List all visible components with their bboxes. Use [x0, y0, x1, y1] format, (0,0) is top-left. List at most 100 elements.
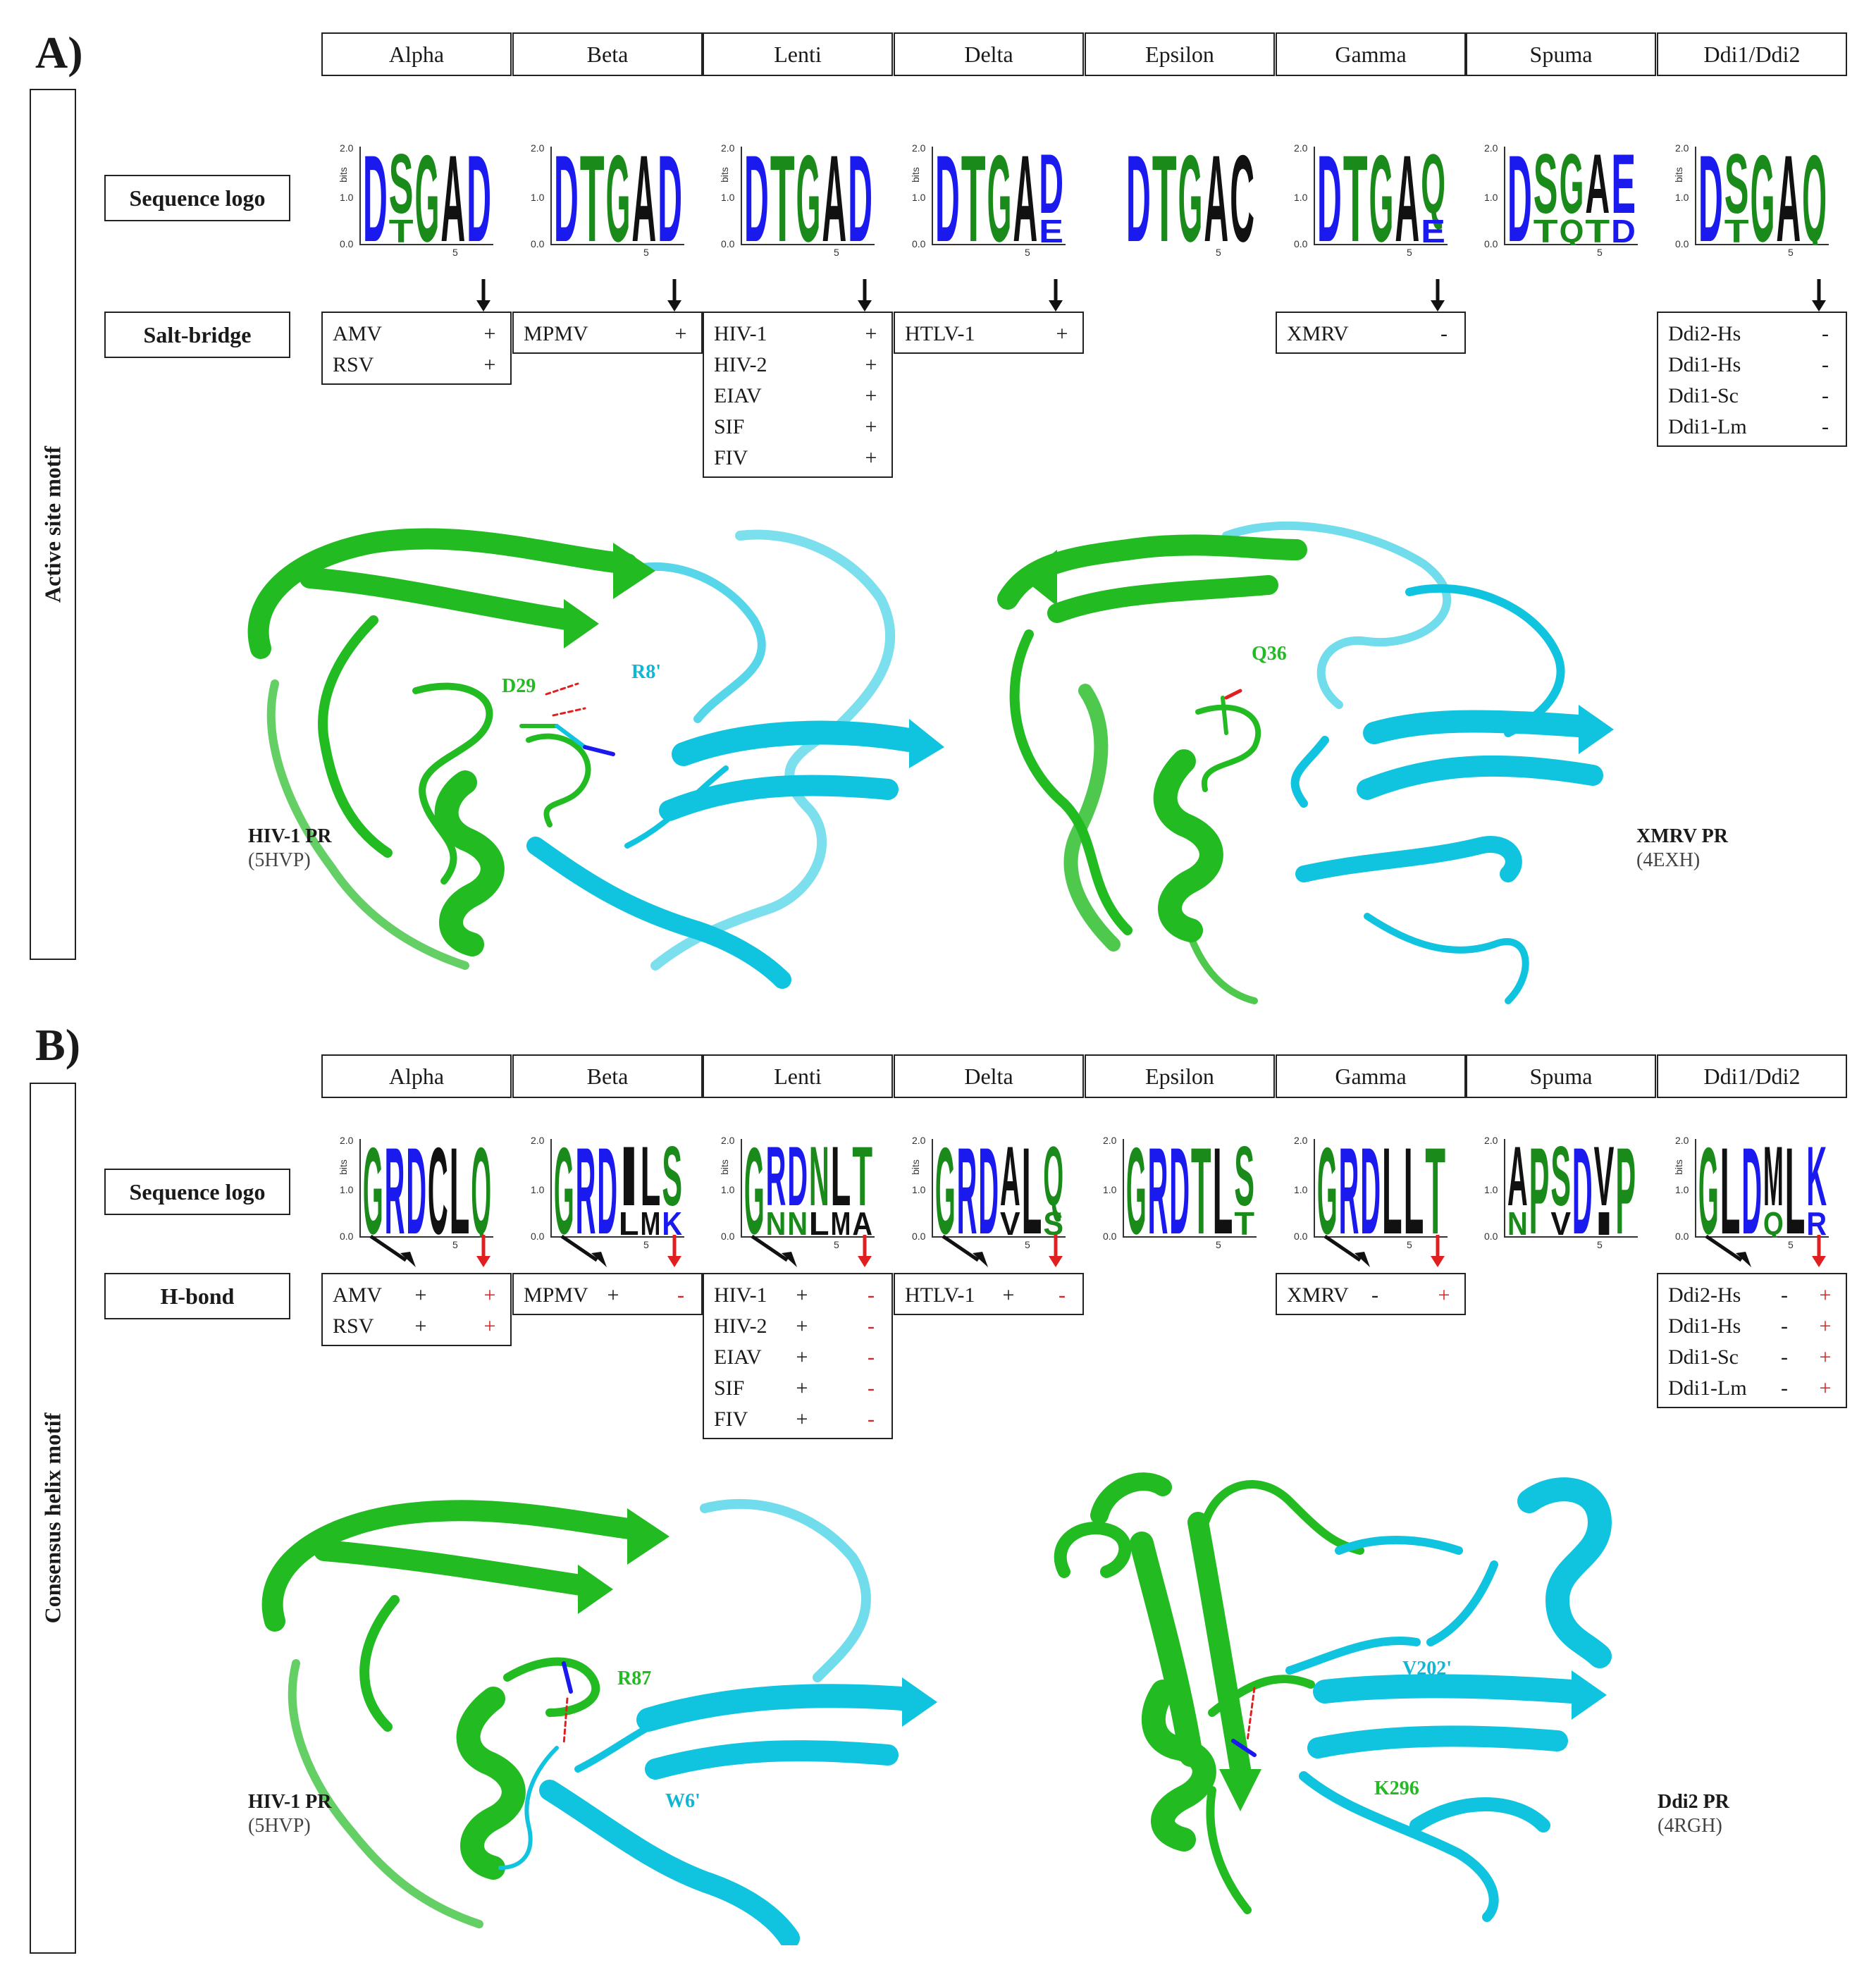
logo-letter: T: [1191, 1135, 1211, 1238]
interaction-sign: +: [865, 446, 877, 469]
sequence-logo: 2.0 1.0 0.0 5 D T G A Q E: [1288, 127, 1455, 261]
logo-letter: G: [1560, 142, 1584, 231]
logo-letter: L: [1213, 1135, 1233, 1238]
logo-letter: D: [978, 1135, 999, 1238]
virus-name: SIF: [714, 1376, 745, 1400]
logo-letter: L: [450, 1135, 470, 1238]
sequence-logo: 2.0 1.0 0.0 5 bits D T G A D E: [906, 127, 1073, 261]
logo-letter: T: [389, 213, 414, 245]
interaction-sign: +: [607, 1283, 619, 1307]
logo-letter: A: [1013, 142, 1037, 245]
logo-letter: G: [987, 142, 1012, 245]
virus-name: HTLV-1: [905, 1283, 975, 1307]
logo-letter: G: [1369, 142, 1394, 245]
table-row: EIAV + -: [714, 1342, 882, 1373]
logo-letter: D: [744, 142, 769, 245]
ddi2-pr-structure: [1054, 1472, 1612, 1922]
virus-name: XMRV: [1287, 1283, 1349, 1307]
table-row: SIF +: [714, 412, 882, 443]
table-row: FIV +: [714, 443, 882, 474]
sequence-logo: 2.0 1.0 0.0 5 bits G R N D N N L L M T A: [715, 1119, 882, 1253]
interaction-sign-second: -: [1059, 1283, 1066, 1307]
logo-letter: S: [662, 1135, 682, 1224]
logo-letter: S: [1724, 142, 1749, 231]
logo-letter: T: [1724, 213, 1749, 245]
family-header: Delta: [894, 1054, 1084, 1098]
logo-letter: Q: [1043, 1135, 1063, 1224]
family-header: Beta: [512, 32, 703, 76]
logo-letter: D: [554, 142, 579, 245]
logo-letter: A: [1395, 142, 1419, 245]
logo-letter: P: [1529, 1135, 1550, 1238]
virus-name: AMV: [333, 322, 383, 345]
table-row: Ddi1-Sc - +: [1668, 1342, 1836, 1373]
logo-letter: N: [809, 1135, 829, 1224]
family-header: Alpha: [321, 1054, 512, 1098]
interaction-sign: +: [1056, 322, 1068, 345]
logo-letter: A: [852, 1205, 872, 1238]
interaction-sign: -: [1822, 322, 1829, 345]
family-header: Lenti: [703, 1054, 893, 1098]
family-header: Epsilon: [1085, 32, 1275, 76]
family-header: Alpha: [321, 32, 512, 76]
logo-letter: C: [1230, 142, 1254, 245]
logo-letter: M: [831, 1205, 851, 1238]
hiv1-pr-structure-b: [261, 1498, 937, 1945]
interaction-sign: -: [1781, 1376, 1788, 1400]
virus-name: Ddi1-Hs: [1668, 353, 1741, 376]
interaction-table: MPMV + -: [512, 1273, 703, 1315]
logo-letter: G: [1178, 142, 1203, 245]
family-header: Spuma: [1466, 1054, 1656, 1098]
table-row: Ddi1-Lm -: [1668, 412, 1836, 443]
logo-letter: A: [1000, 1135, 1020, 1224]
logo-letter: T: [770, 142, 795, 245]
interaction-sign: -: [1781, 1314, 1788, 1338]
table-row: Ddi1-Sc -: [1668, 381, 1836, 412]
logo-letter: Q: [1560, 213, 1584, 245]
interaction-table: HIV-1 + HIV-2 + EIAV + SIF + FIV +: [703, 312, 893, 478]
logo-letter: G: [1751, 142, 1775, 245]
logo-letter: G: [554, 1135, 574, 1238]
interaction-sign: +: [796, 1314, 808, 1338]
logo-letter: G: [1317, 1135, 1338, 1238]
interaction-arrow: [1431, 279, 1445, 312]
family-header: Epsilon: [1085, 1054, 1275, 1098]
logo-letter: I: [619, 1135, 639, 1224]
logo-letter: I: [1594, 1205, 1615, 1238]
interaction-sign: +: [796, 1376, 808, 1400]
logo-letter: L: [619, 1205, 639, 1238]
interaction-sign-second: -: [868, 1314, 875, 1338]
interaction-table: HIV-1 + - HIV-2 + - EIAV + - SIF + - FIV + -: [703, 1273, 893, 1439]
sequence-logo: 2.0 1.0 0.0 5 bits G R D A V L Q S: [906, 1119, 1073, 1253]
interaction-arrow: [1049, 279, 1063, 312]
logo-letter: L: [1404, 1135, 1424, 1238]
virus-name: AMV: [333, 1283, 383, 1307]
virus-name: Ddi2-Hs: [1668, 322, 1741, 345]
logo-letter: K: [1806, 1135, 1827, 1224]
table-row: XMRV - +: [1287, 1280, 1455, 1311]
interaction-table: MPMV +: [512, 312, 703, 354]
interaction-sign: +: [865, 415, 877, 438]
logo-letter: S: [1043, 1205, 1063, 1238]
logo-letter: N: [787, 1205, 808, 1238]
virus-name: HIV-1: [714, 1283, 767, 1307]
family-header: Lenti: [703, 32, 893, 76]
logo-letter: G: [415, 142, 440, 245]
panel-b-sequence-logo-label: Sequence logo: [104, 1169, 290, 1215]
virus-name: MPMV: [524, 322, 588, 345]
interaction-sign: +: [796, 1345, 808, 1369]
virus-name: Ddi1-Lm: [1668, 415, 1747, 438]
table-row: RSV +: [333, 350, 500, 381]
virus-name: EIAV: [714, 1345, 762, 1369]
family-header: Ddi1/Ddi2: [1657, 1054, 1847, 1098]
interaction-sign-second: +: [1819, 1314, 1832, 1338]
virus-name: HTLV-1: [905, 322, 975, 345]
interaction-sign: +: [414, 1283, 427, 1307]
interaction-sign: +: [865, 384, 877, 407]
family-header: Gamma: [1276, 32, 1466, 76]
interaction-sign: -: [1781, 1345, 1788, 1369]
sequence-logo: 2.0 1.0 0.0 5 bits D S T G A D: [334, 127, 500, 261]
interaction-sign-second: +: [1438, 1283, 1450, 1307]
interaction-arrow: [369, 1234, 490, 1267]
